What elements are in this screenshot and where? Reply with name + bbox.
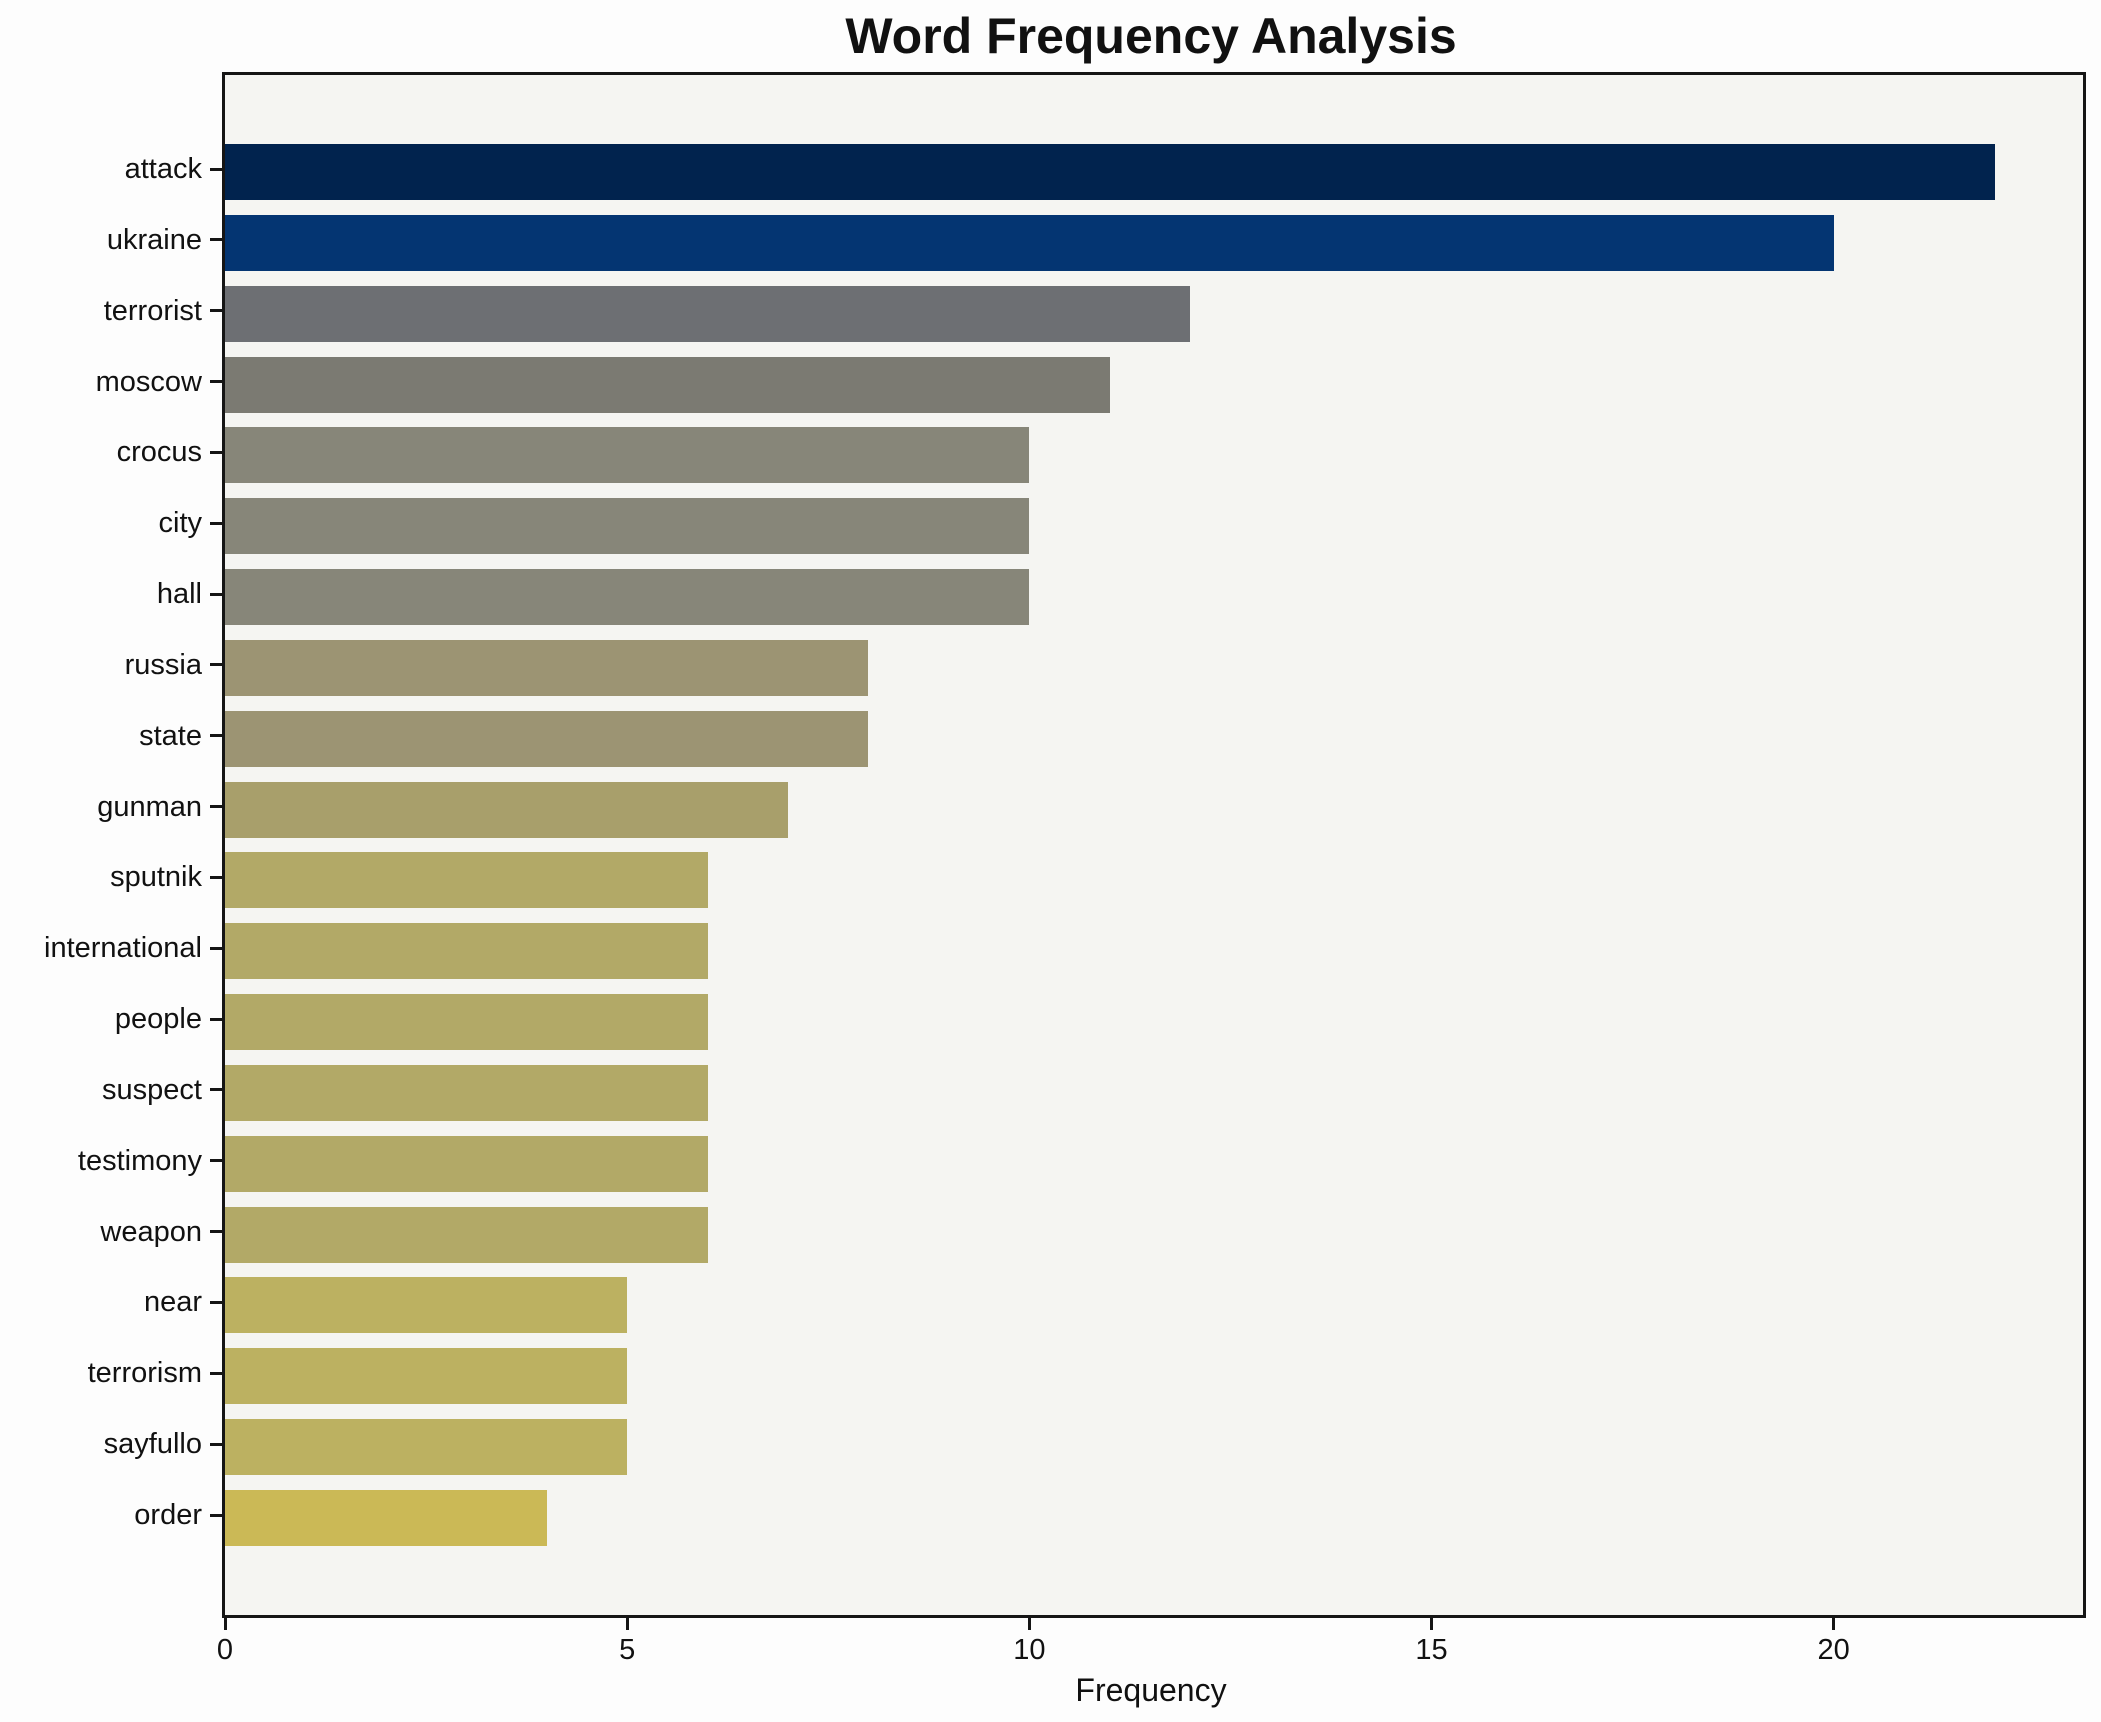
y-tick-mark <box>210 1513 222 1517</box>
y-tick-mark <box>210 1371 222 1375</box>
bar-state <box>225 710 869 767</box>
bar-hall <box>225 569 1030 626</box>
y-tick-mark <box>210 1300 222 1304</box>
x-tick-label-0: 0 <box>216 1634 234 1666</box>
bar-terrorist <box>225 285 1191 342</box>
y-tick-label-moscow: moscow <box>95 365 202 398</box>
y-tick-label-state: state <box>139 719 202 752</box>
chart-title: Word Frequency Analysis <box>845 8 1457 64</box>
y-tick-label-order: order <box>134 1499 202 1531</box>
x-tick-mark <box>1429 1618 1433 1630</box>
y-tick-label-near: near <box>143 1286 202 1319</box>
y-tick-label-ukraine: ukraine <box>106 223 202 256</box>
y-tick-label-people: people <box>114 1003 202 1036</box>
y-tick-mark <box>210 875 222 879</box>
bar-sputnik <box>225 852 708 909</box>
y-tick-label-sayfullo: sayfullo <box>103 1428 202 1461</box>
bar-weapon <box>225 1206 708 1263</box>
y-tick-mark <box>210 734 222 738</box>
bar-city <box>225 498 1030 555</box>
y-tick-mark <box>210 309 222 313</box>
bar-terrorism <box>225 1348 628 1405</box>
bar-ukraine <box>225 214 1834 271</box>
y-tick-mark <box>210 946 222 950</box>
y-tick-mark <box>210 663 222 667</box>
y-tick-mark <box>210 238 222 242</box>
y-tick-label-international: international <box>44 932 202 965</box>
y-tick-label-terrorism: terrorism <box>87 1357 202 1390</box>
x-tick-mark <box>223 1618 227 1630</box>
x-tick-label-15: 15 <box>1415 1634 1448 1666</box>
y-tick-label-terrorist: terrorist <box>103 294 202 327</box>
y-tick-label-russia: russia <box>124 648 202 681</box>
y-tick-mark <box>210 380 222 384</box>
x-axis-label: Frequency <box>1075 1672 1227 1708</box>
y-tick-mark <box>210 1088 222 1092</box>
x-tick-label-10: 10 <box>1013 1634 1046 1666</box>
y-tick-mark <box>210 1159 222 1163</box>
y-tick-mark <box>210 167 222 171</box>
y-tick-label-weapon: weapon <box>100 1215 202 1248</box>
y-tick-label-suspect: suspect <box>102 1073 202 1106</box>
bar-people <box>225 994 708 1051</box>
bar-near <box>225 1277 628 1334</box>
x-tick-mark <box>625 1618 629 1630</box>
y-tick-mark <box>210 1017 222 1021</box>
y-tick-mark <box>210 1442 222 1446</box>
y-tick-mark <box>210 805 222 809</box>
bar-crocus <box>225 427 1030 484</box>
y-tick-mark <box>210 450 222 454</box>
bar-attack <box>225 144 1995 200</box>
y-tick-label-gunman: gunman <box>97 790 202 823</box>
bar-order <box>225 1490 547 1546</box>
y-tick-label-hall: hall <box>156 578 202 611</box>
y-tick-label-crocus: crocus <box>116 436 202 469</box>
x-tick-mark <box>1027 1618 1031 1630</box>
y-tick-mark <box>210 1230 222 1234</box>
bar-moscow <box>225 356 1110 413</box>
y-tick-label-testimony: testimony <box>77 1144 202 1177</box>
plot-area <box>222 72 2086 1618</box>
bar-testimony <box>225 1135 708 1192</box>
y-tick-label-sputnik: sputnik <box>110 861 202 894</box>
y-tick-label-city: city <box>158 507 203 540</box>
x-tick-mark <box>1832 1618 1836 1630</box>
bar-sayfullo <box>225 1419 628 1476</box>
y-tick-mark <box>210 592 222 596</box>
y-tick-label-attack: attack <box>124 153 202 185</box>
bar-suspect <box>225 1064 708 1121</box>
x-tick-label-5: 5 <box>619 1634 636 1666</box>
x-tick-label-20: 20 <box>1817 1634 1850 1666</box>
bar-international <box>225 923 708 980</box>
bar-gunman <box>225 781 789 838</box>
bar-russia <box>225 639 869 696</box>
y-tick-mark <box>210 521 222 525</box>
